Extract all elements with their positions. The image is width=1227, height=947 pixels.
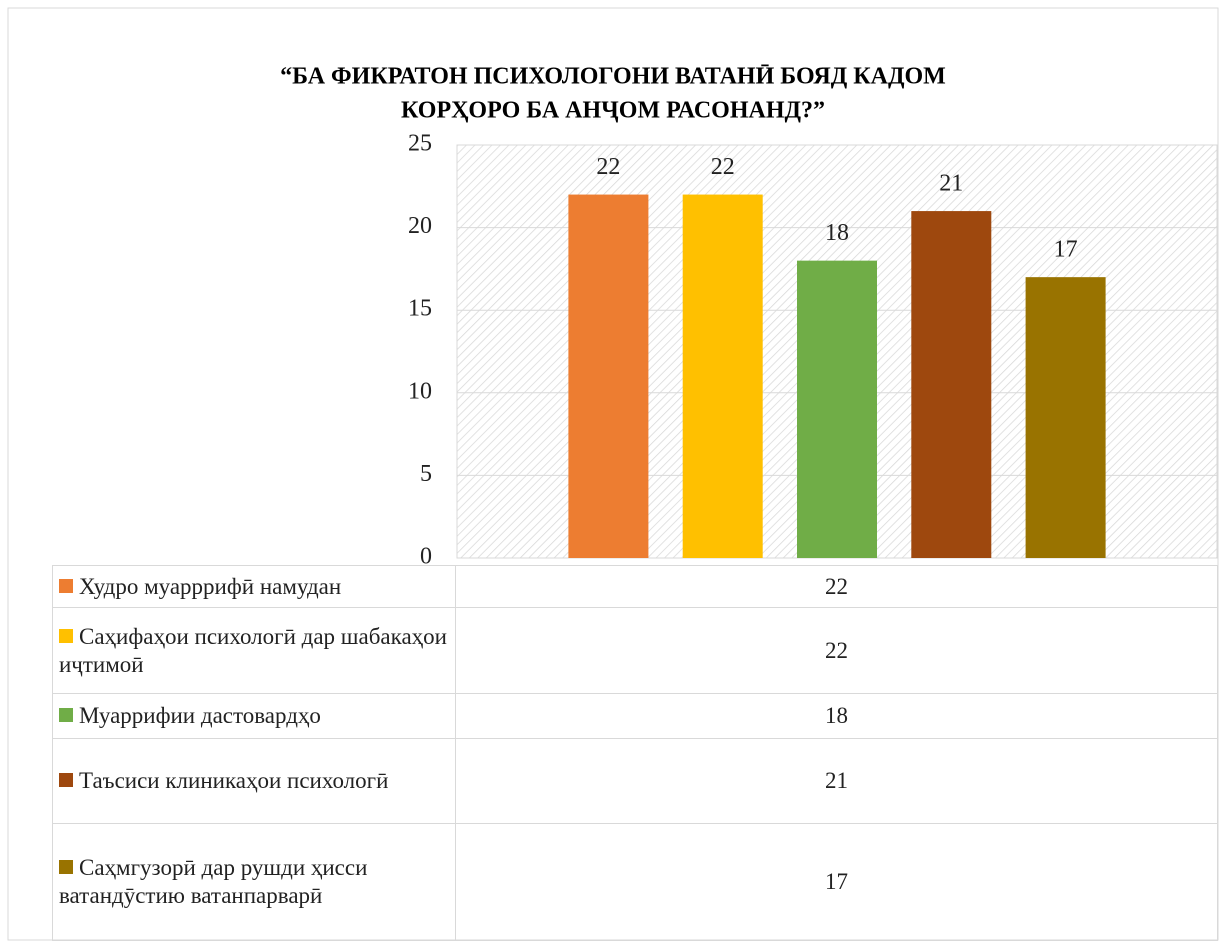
- table-row: Таъсиси клиникаҳои психологӣ 21: [52, 738, 1218, 824]
- table-row: Саҳифаҳои психологӣ дар шабакаҳои иҷтимо…: [52, 607, 1218, 694]
- bar: [568, 194, 649, 558]
- legend-cell: Саҳифаҳои психологӣ дар шабакаҳои иҷтимо…: [52, 607, 456, 694]
- data-label: 22: [596, 154, 620, 180]
- legend-swatch: [59, 708, 73, 722]
- legend-swatch: [59, 773, 73, 787]
- legend-cell: Худро муарррифӣ намудан: [52, 565, 456, 608]
- y-tick-label: 10: [408, 378, 432, 404]
- table-value: 22: [455, 565, 1218, 608]
- bar: [1025, 277, 1106, 558]
- data-label: 18: [825, 220, 849, 246]
- table-value: 18: [455, 693, 1218, 739]
- table-value: 17: [455, 823, 1218, 941]
- legend-label: Таъсиси клиникаҳои психологӣ: [79, 768, 389, 793]
- legend-cell: Таъсиси клиникаҳои психологӣ: [52, 738, 456, 824]
- data-label: 22: [711, 154, 735, 180]
- table-row: Саҳмгузорӣ дар рушди ҳисси ватандӯстию в…: [52, 823, 1218, 941]
- table-value: 22: [455, 607, 1218, 694]
- chart-title: КОРҲОРО БА АНҶОМ РАСОНАНД?”: [401, 98, 825, 124]
- legend-label: Саҳмгузорӣ дар рушди ҳисси ватандӯстию в…: [59, 855, 368, 908]
- legend-label: Саҳифаҳои психологӣ дар шабакаҳои иҷтимо…: [59, 623, 447, 677]
- bar: [911, 211, 992, 558]
- bar: [682, 194, 763, 558]
- y-tick-label: 15: [408, 296, 432, 322]
- legend-swatch: [59, 578, 73, 593]
- data-table: Худро муарррифӣ намудан 22 Саҳифаҳои психо…: [52, 565, 1218, 941]
- table-row: Худро муарррифӣ намудан 22: [52, 565, 1218, 608]
- data-label: 21: [939, 171, 963, 197]
- table-value: 21: [455, 738, 1218, 824]
- legend-swatch: [59, 860, 73, 874]
- y-tick-label: 20: [408, 213, 432, 239]
- y-tick-label: 5: [420, 461, 432, 487]
- data-label: 17: [1054, 237, 1078, 263]
- legend-cell: Саҳмгузорӣ дар рушди ҳисси ватандӯстию в…: [52, 823, 456, 941]
- legend-swatch: [59, 628, 73, 643]
- y-tick-label: 0: [420, 544, 432, 570]
- legend-cell: Муаррифии дастовардҳо: [52, 693, 456, 739]
- y-tick-label: 25: [408, 131, 432, 157]
- chart-title: “БА ФИКРАТОН ПСИХОЛОГОНИ ВАТАНӢ БОЯД КАД…: [280, 64, 946, 90]
- table-row: Муаррифии дастовардҳо 18: [52, 693, 1218, 739]
- bar: [797, 260, 877, 558]
- legend-label: Худро муарррифӣ намудан: [79, 573, 342, 599]
- legend-label: Муаррифии дастовардҳо: [79, 703, 321, 728]
